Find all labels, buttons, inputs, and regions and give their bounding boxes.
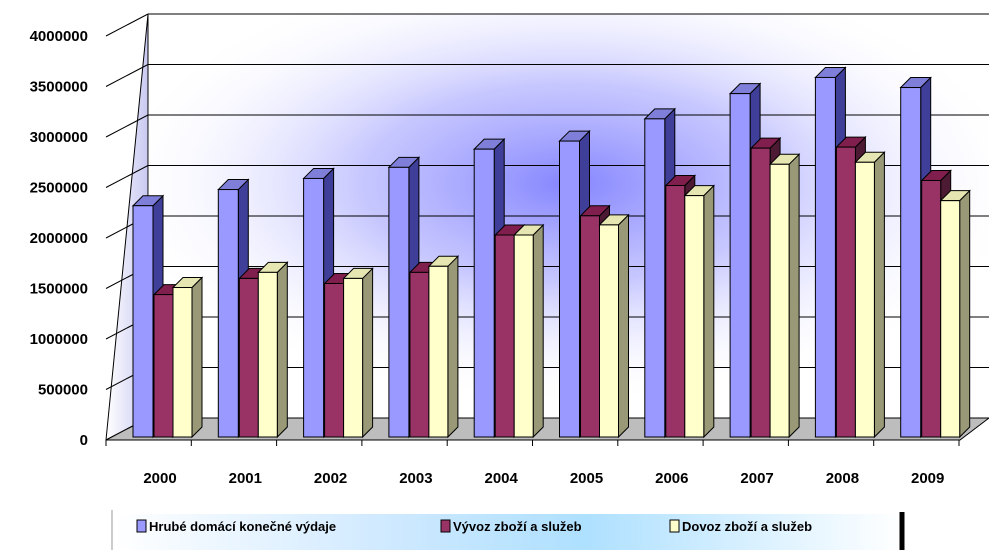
bar-front [644,118,666,438]
bar-front [835,146,856,438]
bar-side [447,255,459,439]
legend-swatch-series-1 [440,519,451,533]
bar-front [684,195,705,438]
bar-front [473,148,495,438]
bar-front [238,277,259,438]
bar-front [153,294,174,438]
bar-2001-series-2 [257,261,289,439]
bar-front [217,189,239,438]
legend-label-series-1: Vývoz zboží a služeb [453,519,582,534]
x-axis: 2000 2001 2002 2003 2004 2005 2006 2007 2008 2009 [105,439,960,487]
bar-front [599,224,619,438]
gridline-side-6 [105,114,149,138]
bar-2005-series-2 [598,213,630,439]
bar-2008-series-2 [854,151,886,439]
x-tick-label-2000: 2000 [143,470,176,487]
bar-front [769,163,790,438]
y-tick-label-1: 500000 [38,382,88,399]
bar-side [703,184,715,439]
bar-front [900,87,922,438]
x-tick-label-2008: 2008 [826,470,859,487]
bars [131,66,971,439]
y-tick-label-4: 2000000 [30,230,88,247]
bar-front [729,93,751,438]
bar-front [750,147,771,438]
bar-2004-series-2 [512,223,545,439]
y-tick-label-8: 4000000 [30,28,88,45]
bar-2000-series-2 [171,276,204,439]
legend-box [112,514,902,550]
bar-2009-series-2 [939,189,971,439]
y-tick-label-6: 3000000 [30,129,88,146]
bar-front [921,179,942,438]
x-tick-label-2001: 2001 [229,470,262,487]
legend: Hrubé domácí konečné výdaje Vývoz zboží … [111,510,905,550]
x-tick-label-2004: 2004 [485,470,519,487]
bar-front [494,234,515,438]
bar-front [388,166,410,438]
bar-front [409,271,430,438]
bar-side [191,276,203,439]
bar-front [940,200,961,438]
y-axis: 0 500000 1000000 1500000 2000000 2500000 30000… [30,28,88,449]
bar-side [362,267,374,439]
bar-side [276,261,288,439]
legend-label-series-2: Dovoz zboží a služeb [682,519,812,534]
x-tick-label-2005: 2005 [570,470,603,487]
bar-front [257,271,278,438]
bar-front [665,185,686,438]
bar-front [428,265,449,438]
bar-side [873,151,885,439]
bar-side [618,213,629,439]
bar-2006-series-2 [683,184,716,439]
y-tick-label-3: 1500000 [30,281,88,298]
y-tick-label-0: 0 [80,432,88,449]
bar-2002-series-2 [342,267,374,439]
bar-2007-series-2 [768,153,801,439]
y-tick-label-7: 3500000 [30,79,88,96]
bar-front [559,140,580,438]
x-tick-label-2007: 2007 [740,470,773,487]
bar-side [788,153,800,439]
gridline-side-7 [105,64,149,87]
bar-front [580,215,600,438]
bar-side [532,223,544,439]
x-tick-label-2002: 2002 [314,470,347,487]
y-tick-label-2: 1000000 [30,331,88,348]
bar-front [814,76,836,438]
bar-front [343,277,364,438]
x-tick-label-2009: 2009 [911,470,944,487]
legend-label-series-0: Hrubé domácí konečné výdaje [149,519,336,534]
bar-front [172,287,193,438]
bar-front [132,205,154,438]
bar-front [854,161,875,438]
x-tick-label-2003: 2003 [399,470,432,487]
y-tick-label-5: 2500000 [30,180,88,197]
gridline-side-5 [105,165,149,188]
bar-2003-series-2 [427,255,460,439]
bar-front [324,282,345,438]
bar-front [303,177,325,438]
legend-swatch-series-2 [669,519,680,533]
x-tick-label-2006: 2006 [655,470,688,487]
bar-front [513,234,534,438]
legend-swatch-series-0 [136,519,147,533]
gridline-side-8 [105,13,149,37]
bar-side [959,189,971,439]
